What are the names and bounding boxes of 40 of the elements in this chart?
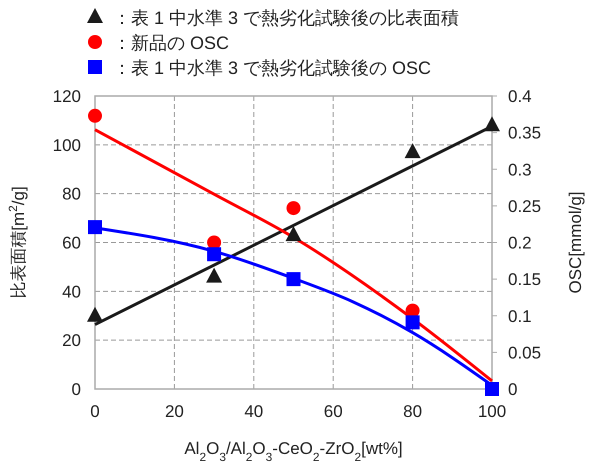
x-tick-label: 60 [324, 402, 343, 421]
legend-label: ：表 1 中水準 3 で熱劣化試験後の OSC [113, 58, 432, 78]
y2-tick-label: 0.2 [508, 234, 532, 252]
y2-tick-label: 0.15 [508, 270, 542, 290]
y-tick-label: 100 [52, 136, 81, 155]
y-tick-label: 60 [62, 234, 81, 252]
point [484, 116, 500, 132]
x-tick-label: 80 [403, 402, 422, 421]
point [87, 306, 103, 322]
x-tick-label: 40 [244, 402, 264, 421]
x-tick-label: 100 [478, 402, 506, 421]
line-series [94, 128, 494, 382]
y2-tick-label: 0.1 [508, 306, 532, 326]
point [286, 201, 300, 216]
point [485, 382, 499, 396]
point [406, 315, 420, 330]
legend-label: ：新品の OSC [113, 33, 230, 53]
point [88, 220, 102, 234]
point [404, 143, 421, 158]
text: Al$_{2}$O$_{3}$/Al$_{2}$O$_{3}$-CeO$_{2}$-ZrO$_{2}$[wt%] [184, 439, 403, 464]
point [286, 226, 302, 242]
y-tick-label: 20 [62, 331, 81, 350]
y-tick-label: 80 [62, 184, 81, 204]
point [207, 247, 222, 262]
y2-axis-title: OSC[mmol/g] [566, 191, 585, 294]
point [286, 272, 300, 286]
y2-tick-label: 0.25 [508, 196, 542, 216]
x-tick-label: 20 [164, 402, 184, 421]
y2-tick-label: 0.4 [508, 87, 532, 106]
y2-tick-label: 0.35 [508, 124, 542, 143]
legend-label: ：表 1 中水準 3 で熱劣化試験後の比表面積 [113, 8, 460, 28]
y2-tick-label: 0.05 [508, 343, 542, 362]
y2-tick-label: 0.3 [508, 160, 532, 180]
y-tick-label: 120 [52, 87, 81, 106]
y2-tick-label: 0 [508, 380, 518, 399]
x-tick-label: 0 [90, 402, 100, 421]
y-tick-label: 40 [62, 282, 81, 302]
point [206, 268, 222, 283]
y-tick-label: 0 [72, 380, 81, 399]
point [88, 108, 102, 123]
